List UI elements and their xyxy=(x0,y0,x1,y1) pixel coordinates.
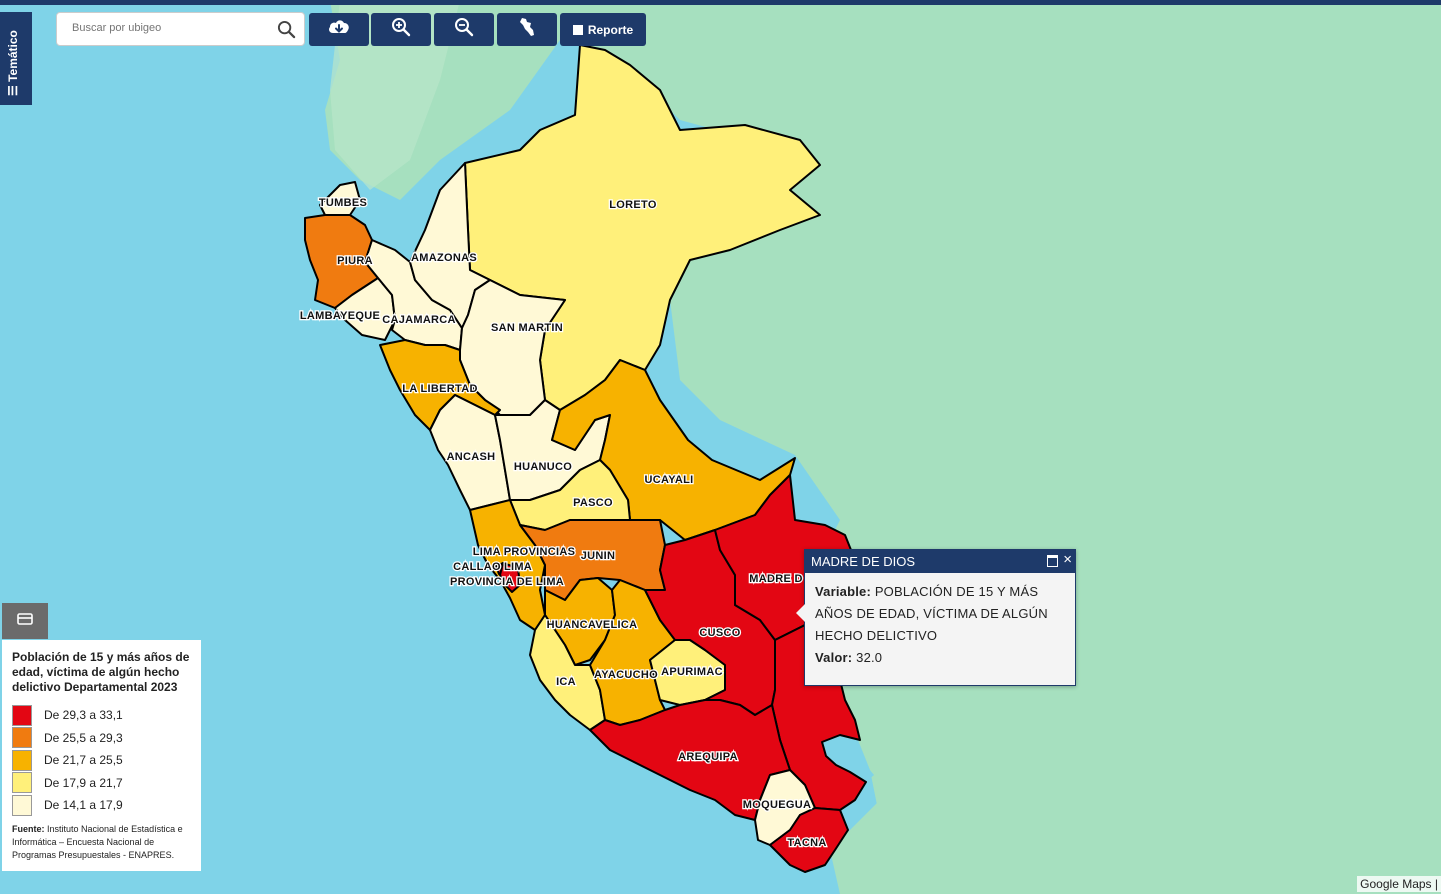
legend-item-label: De 14,1 a 17,9 xyxy=(44,798,123,813)
legend-swatch xyxy=(12,794,32,816)
search-icon[interactable] xyxy=(277,20,296,44)
tematico-tab[interactable]: ☰ Temático xyxy=(0,12,32,105)
label-san-martin: SAN MARTIN xyxy=(491,322,563,334)
dept-la-libertad[interactable] xyxy=(379,339,501,431)
label-huanuco: HUANUCO xyxy=(514,461,572,473)
maximize-icon[interactable] xyxy=(1047,555,1058,567)
valor-label: Valor: xyxy=(815,650,853,665)
zoom-out-icon xyxy=(454,17,474,42)
download-button[interactable] xyxy=(309,13,369,46)
popup-body: Variable: POBLACIÓN DE 15 Y MÁS AÑOS DE … xyxy=(805,573,1075,677)
peru-map-icon xyxy=(518,17,536,42)
legend-title: Población de 15 y más años de edad, víct… xyxy=(12,650,190,694)
label-apurimac: APURIMAC xyxy=(661,666,723,678)
top-bar xyxy=(0,0,1441,5)
cloud-download-icon xyxy=(327,18,351,41)
source-text: Instituto Nacional de Estadística e Info… xyxy=(12,823,183,860)
label-madre-de-dios: MADRE D xyxy=(749,573,802,585)
surrounding-land-south xyxy=(830,720,1441,894)
label-provincia-de-lima: PROVINCIA DE LIMA xyxy=(450,576,564,588)
legend: Población de 15 y más años de edad, víct… xyxy=(2,640,201,871)
zoom-out-button[interactable] xyxy=(434,13,494,46)
source-label: Fuente: xyxy=(12,823,45,834)
checkbox-icon xyxy=(572,24,583,35)
label-ancash: ANCASH xyxy=(447,451,496,463)
legend-item-label: De 25,5 a 29,3 xyxy=(44,730,123,745)
legend-swatch xyxy=(12,727,32,749)
popup-valor: Valor: 32.0 xyxy=(815,647,1065,669)
map-attribution[interactable]: Google Maps | xyxy=(1357,876,1441,892)
zoom-in-button[interactable] xyxy=(371,13,431,46)
coast-highlands xyxy=(330,0,460,190)
popup-title: MADRE DE DIOS xyxy=(811,554,916,569)
legend-item: De 25,5 a 29,3 xyxy=(12,727,191,750)
legend-item-label: De 29,3 a 33,1 xyxy=(44,708,123,723)
search-box[interactable] xyxy=(56,12,305,46)
peru-extent-button[interactable] xyxy=(497,13,557,46)
legend-swatch xyxy=(12,772,32,794)
label-lambayeque: LAMBAYEQUE xyxy=(300,310,380,322)
variable-label: Variable: xyxy=(815,584,871,599)
info-popup: MADRE DE DIOS × Variable: POBLACIÓN DE 1… xyxy=(796,549,1076,686)
label-arequipa: AREQUIPA xyxy=(678,751,738,763)
menu-icon: ☰ xyxy=(6,81,20,96)
label-tumbes: TUMBES xyxy=(319,197,367,209)
dept-arequipa[interactable] xyxy=(589,699,791,821)
legend-toggle-button[interactable] xyxy=(2,603,48,639)
popup-header: MADRE DE DIOS × xyxy=(805,550,1075,573)
label-cajamarca: CAJAMARCA xyxy=(382,314,456,326)
label-ayacucho: AYACUCHO xyxy=(594,669,658,681)
label-lima: LIMA xyxy=(504,561,532,573)
label-moquegua: MOQUEGUA xyxy=(743,799,811,811)
label-tacna: TACNA xyxy=(787,837,826,849)
close-icon[interactable]: × xyxy=(1063,551,1072,568)
label-ucayali: UCAYALI xyxy=(645,474,694,486)
dept-tacna[interactable] xyxy=(769,807,849,873)
label-cusco: CUSCO xyxy=(699,627,740,639)
label-junin: JUNIN xyxy=(581,550,616,562)
legend-source: Fuente: Instituto Nacional de Estadístic… xyxy=(12,823,191,862)
popup-arrow xyxy=(796,604,805,622)
label-lima-provincias: LIMA PROVINCIAS xyxy=(473,546,576,558)
legend-item: De 21,7 a 25,5 xyxy=(12,749,191,772)
report-label: Reporte xyxy=(587,22,634,37)
popup-variable: Variable: POBLACIÓN DE 15 Y MÁS AÑOS DE … xyxy=(815,581,1065,647)
legend-item: De 17,9 a 21,7 xyxy=(12,772,191,795)
report-button[interactable]: Reporte xyxy=(560,13,646,46)
variable-value: POBLACIÓN DE 15 Y MÁS AÑOS DE EDAD, VÍCT… xyxy=(815,584,1048,643)
legend-item-label: De 17,9 a 21,7 xyxy=(44,775,123,790)
legend-item-label: De 21,7 a 25,5 xyxy=(44,753,123,768)
dept-lima[interactable] xyxy=(499,562,521,593)
lake-titicaca xyxy=(822,735,874,782)
zoom-in-icon xyxy=(391,17,411,42)
legend-swatch xyxy=(12,704,32,726)
legend-classes: De 29,3 a 33,1 De 25,5 a 29,3 De 21,7 a … xyxy=(12,704,191,817)
label-la-libertad: LA LIBERTAD xyxy=(402,383,477,395)
legend-swatch xyxy=(12,749,32,771)
surrounding-land xyxy=(325,0,1441,894)
card-icon xyxy=(17,612,33,630)
label-huancavelica: HUANCAVELICA xyxy=(547,619,638,631)
search-input[interactable] xyxy=(70,21,274,35)
label-amazonas: AMAZONAS xyxy=(411,252,477,264)
label-piura: PIURA xyxy=(337,255,373,267)
label-ica: ICA xyxy=(556,676,576,688)
legend-item: De 29,3 a 33,1 xyxy=(12,704,191,727)
label-pasco: PASCO xyxy=(573,497,613,509)
tematico-label: Temático xyxy=(6,30,20,82)
label-loreto: LORETO xyxy=(609,199,657,211)
label-callao: CALLAO xyxy=(453,561,501,573)
valor-value: 32.0 xyxy=(856,650,883,665)
legend-item: De 14,1 a 17,9 xyxy=(12,794,191,817)
